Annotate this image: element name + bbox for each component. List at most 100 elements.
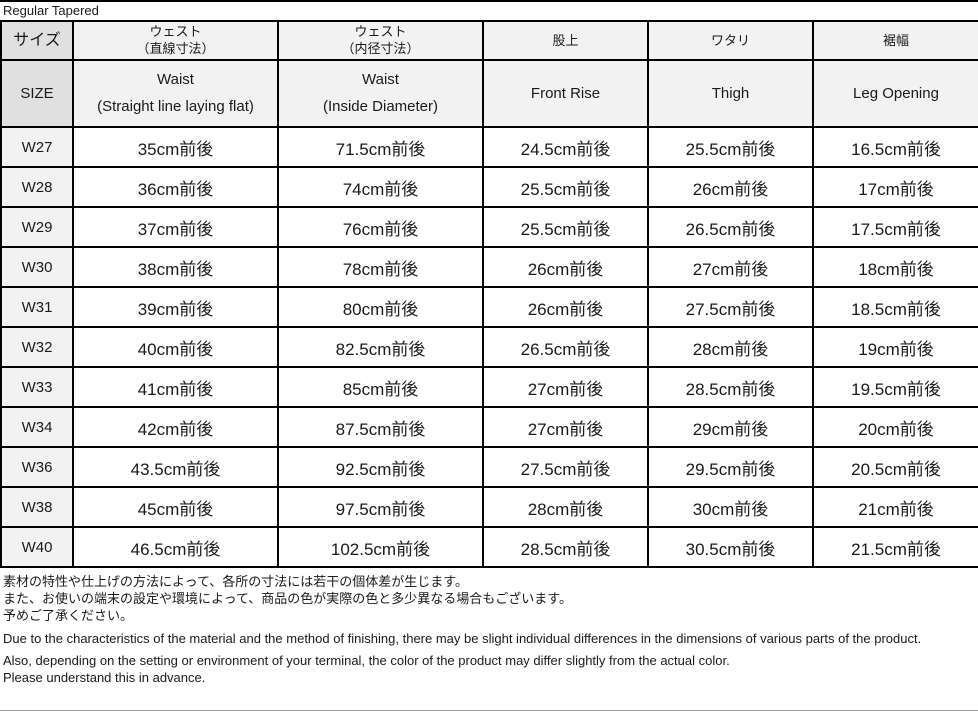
leg-opening-cell: 18cm前後 — [812, 246, 978, 288]
waist-flat-cell: 41cm前後 — [72, 366, 279, 408]
thigh-cell: 26cm前後 — [647, 166, 814, 208]
table-row-w32: W32 40cm前後 82.5cm前後 26.5cm前後 28cm前後 19cm… — [0, 326, 978, 368]
header-label: Waist — [362, 71, 399, 88]
front-rise-cell: 24.5cm前後 — [482, 126, 649, 168]
header-leg-opening-jp: 裾幅 — [812, 20, 978, 61]
header-sublabel: （内径寸法） — [341, 41, 420, 56]
size-cell: W32 — [0, 326, 74, 368]
thigh-cell: 26.5cm前後 — [647, 206, 814, 248]
size-cell: W27 — [0, 126, 74, 168]
disclaimer-line: 予めご了承ください。 — [3, 608, 134, 623]
waist-inside-cell: 82.5cm前後 — [277, 326, 484, 368]
leg-opening-cell: 16.5cm前後 — [812, 126, 978, 168]
size-cell: W31 — [0, 286, 74, 328]
size-cell: W38 — [0, 486, 74, 528]
front-rise-cell: 26cm前後 — [482, 286, 649, 328]
header-waist-inside-en: Waist (Inside Diameter) — [277, 59, 484, 128]
leg-opening-cell: 19.5cm前後 — [812, 366, 978, 408]
header-row-japanese: サイズ ウェスト （直線寸法） ウェスト （内径寸法） 股上 ワタリ 裾幅 — [0, 20, 978, 61]
table-row-w40: W40 46.5cm前後 102.5cm前後 28.5cm前後 30.5cm前後… — [0, 526, 978, 568]
waist-inside-cell: 80cm前後 — [277, 286, 484, 328]
disclaimer-notes: 素材の特性や仕上げの方法によって、各所の寸法には若干の個体差が生じます。 また、… — [0, 568, 978, 686]
leg-opening-cell: 17cm前後 — [812, 166, 978, 208]
header-label: Waist — [157, 71, 194, 88]
front-rise-cell: 28.5cm前後 — [482, 526, 649, 568]
thigh-cell: 28cm前後 — [647, 326, 814, 368]
disclaimer-line: Due to the characteristics of the materi… — [3, 631, 922, 646]
leg-opening-cell: 18.5cm前後 — [812, 286, 978, 328]
header-size-jp: サイズ — [0, 20, 74, 61]
front-rise-cell: 28cm前後 — [482, 486, 649, 528]
leg-opening-cell: 21cm前後 — [812, 486, 978, 528]
header-waist-inside-jp: ウェスト （内径寸法） — [277, 20, 484, 61]
waist-inside-cell: 85cm前後 — [277, 366, 484, 408]
waist-flat-cell: 38cm前後 — [72, 246, 279, 288]
table-row-w31: W31 39cm前後 80cm前後 26cm前後 27.5cm前後 18.5cm… — [0, 286, 978, 328]
front-rise-cell: 26.5cm前後 — [482, 326, 649, 368]
waist-inside-cell: 92.5cm前後 — [277, 446, 484, 488]
waist-flat-cell: 45cm前後 — [72, 486, 279, 528]
front-rise-cell: 27cm前後 — [482, 406, 649, 448]
waist-inside-cell: 78cm前後 — [277, 246, 484, 288]
table-row-w34: W34 42cm前後 87.5cm前後 27cm前後 29cm前後 20cm前後 — [0, 406, 978, 448]
front-rise-cell: 25.5cm前後 — [482, 206, 649, 248]
disclaimer-line: また、お使いの端末の設定や環境によって、商品の色が実際の色と多少異なる場合もござ… — [3, 591, 573, 606]
leg-opening-cell: 20cm前後 — [812, 406, 978, 448]
leg-opening-cell: 17.5cm前後 — [812, 206, 978, 248]
front-rise-cell: 27.5cm前後 — [482, 446, 649, 488]
header-thigh-jp: ワタリ — [647, 20, 814, 61]
header-waist-flat-en: Waist (Straight line laying flat) — [72, 59, 279, 128]
table-row-w30: W30 38cm前後 78cm前後 26cm前後 27cm前後 18cm前後 — [0, 246, 978, 288]
thigh-cell: 30.5cm前後 — [647, 526, 814, 568]
waist-flat-cell: 37cm前後 — [72, 206, 279, 248]
table-row-w36: W36 43.5cm前後 92.5cm前後 27.5cm前後 29.5cm前後 … — [0, 446, 978, 488]
waist-flat-cell: 42cm前後 — [72, 406, 279, 448]
disclaimer-line: 素材の特性や仕上げの方法によって、各所の寸法には若干の個体差が生じます。 — [3, 574, 469, 589]
page-title: Regular Tapered — [3, 3, 99, 18]
leg-opening-cell: 19cm前後 — [812, 326, 978, 368]
waist-flat-cell: 43.5cm前後 — [72, 446, 279, 488]
header-front-rise-jp: 股上 — [482, 20, 649, 61]
table-row-w38: W38 45cm前後 97.5cm前後 28cm前後 30cm前後 21cm前後 — [0, 486, 978, 528]
disclaimer-japanese: 素材の特性や仕上げの方法によって、各所の寸法には若干の個体差が生じます。 また、… — [3, 573, 975, 624]
waist-flat-cell: 40cm前後 — [72, 326, 279, 368]
table-row-w33: W33 41cm前後 85cm前後 27cm前後 28.5cm前後 19.5cm… — [0, 366, 978, 408]
header-sublabel: (Straight line laying flat) — [97, 98, 254, 115]
header-leg-opening-en: Leg Opening — [812, 59, 978, 128]
waist-inside-cell: 71.5cm前後 — [277, 126, 484, 168]
thigh-cell: 29cm前後 — [647, 406, 814, 448]
size-cell: W34 — [0, 406, 74, 448]
front-rise-cell: 27cm前後 — [482, 366, 649, 408]
header-waist-flat-jp: ウェスト （直線寸法） — [72, 20, 279, 61]
header-label: ウェスト — [354, 24, 407, 39]
waist-flat-cell: 46.5cm前後 — [72, 526, 279, 568]
size-cell: W30 — [0, 246, 74, 288]
header-size-en: SIZE — [0, 59, 74, 128]
waist-inside-cell: 74cm前後 — [277, 166, 484, 208]
header-label: ウェスト — [149, 24, 202, 39]
waist-flat-cell: 35cm前後 — [72, 126, 279, 168]
waist-inside-cell: 102.5cm前後 — [277, 526, 484, 568]
table-row-w28: W28 36cm前後 74cm前後 25.5cm前後 26cm前後 17cm前後 — [0, 166, 978, 208]
waist-inside-cell: 87.5cm前後 — [277, 406, 484, 448]
waist-inside-cell: 76cm前後 — [277, 206, 484, 248]
thigh-cell: 30cm前後 — [647, 486, 814, 528]
header-sublabel: (Inside Diameter) — [322, 98, 439, 115]
waist-flat-cell: 39cm前後 — [72, 286, 279, 328]
thigh-cell: 25.5cm前後 — [647, 126, 814, 168]
disclaimer-english: Due to the characteristics of the materi… — [3, 630, 975, 686]
thigh-cell: 28.5cm前後 — [647, 366, 814, 408]
thigh-cell: 27cm前後 — [647, 246, 814, 288]
disclaimer-line: Please understand this in advance. — [3, 670, 206, 685]
waist-inside-cell: 97.5cm前後 — [277, 486, 484, 528]
leg-opening-cell: 20.5cm前後 — [812, 446, 978, 488]
size-cell: W29 — [0, 206, 74, 248]
thigh-cell: 29.5cm前後 — [647, 446, 814, 488]
size-cell: W40 — [0, 526, 74, 568]
header-thigh-en: Thigh — [647, 59, 814, 128]
size-chart-table: サイズ ウェスト （直線寸法） ウェスト （内径寸法） 股上 ワタリ 裾幅 SI… — [0, 20, 978, 568]
size-cell: W28 — [0, 166, 74, 208]
table-row-w29: W29 37cm前後 76cm前後 25.5cm前後 26.5cm前後 17.5… — [0, 206, 978, 248]
waist-flat-cell: 36cm前後 — [72, 166, 279, 208]
